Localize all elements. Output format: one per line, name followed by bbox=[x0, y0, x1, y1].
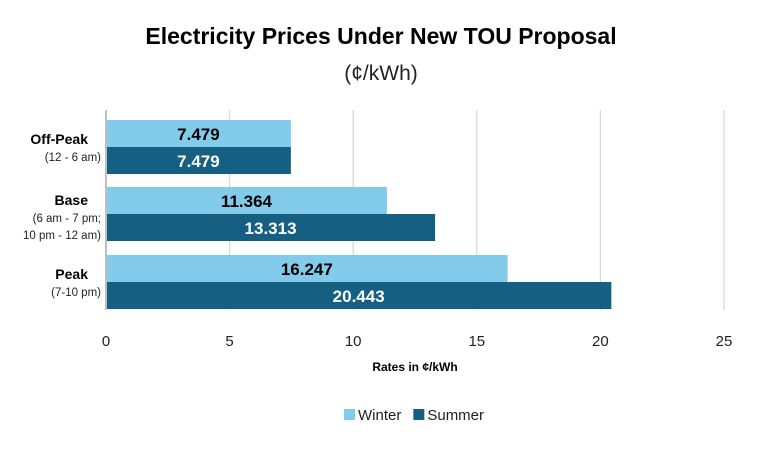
data-label: 16.247 bbox=[281, 260, 333, 279]
data-label: 13.313 bbox=[245, 219, 297, 238]
legend-swatch-summer bbox=[413, 409, 425, 420]
x-tick-label: 20 bbox=[592, 333, 609, 350]
x-tick-label: 25 bbox=[716, 333, 733, 350]
chart-subtitle: (¢/kWh) bbox=[344, 62, 418, 85]
legend-label: Winter bbox=[358, 407, 401, 424]
x-tick-label: 5 bbox=[225, 333, 233, 350]
category-sublabel: (12 - 6 am) bbox=[45, 152, 101, 164]
category-sublabel: (6 am - 7 pm; bbox=[33, 213, 101, 225]
legend-swatch-winter bbox=[344, 409, 355, 420]
bar-summer bbox=[107, 147, 291, 174]
x-axis-label: Rates in ¢/kWh bbox=[372, 360, 457, 374]
legend-label: Summer bbox=[427, 407, 484, 424]
category-sublabel: (7-10 pm) bbox=[51, 287, 101, 299]
x-tick-label: 15 bbox=[468, 333, 485, 350]
category-sublabel: 10 pm - 12 am) bbox=[23, 230, 101, 242]
data-label: 11.364 bbox=[221, 192, 273, 211]
x-tick-label: 10 bbox=[345, 333, 362, 350]
bar-winter bbox=[107, 255, 508, 282]
x-tick-label: 0 bbox=[102, 333, 110, 350]
category-label: Off-Peak bbox=[30, 131, 88, 147]
data-label: 7.479 bbox=[177, 152, 220, 171]
data-label: 7.479 bbox=[177, 125, 220, 144]
bar-summer bbox=[107, 214, 436, 241]
bar-winter bbox=[107, 187, 387, 214]
chart-title: Electricity Prices Under New TOU Proposa… bbox=[145, 23, 616, 49]
bar-summer bbox=[107, 282, 612, 309]
category-label: Base bbox=[55, 192, 89, 208]
category-label: Peak bbox=[55, 266, 88, 282]
bar-winter bbox=[107, 120, 291, 147]
data-label: 20.443 bbox=[333, 287, 385, 306]
